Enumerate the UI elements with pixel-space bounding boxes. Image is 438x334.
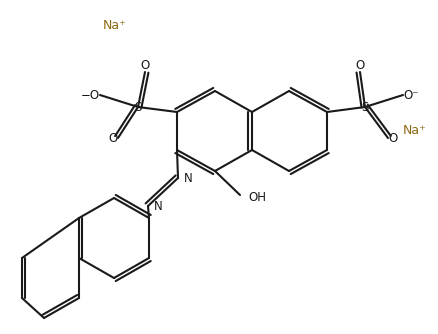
Text: O: O: [387, 132, 396, 145]
Text: Na⁺: Na⁺: [103, 18, 127, 31]
Text: O: O: [355, 59, 364, 72]
Text: O⁻: O⁻: [402, 89, 417, 102]
Text: −O: −O: [81, 89, 100, 102]
Text: N: N: [184, 171, 192, 184]
Text: S: S: [134, 101, 141, 114]
Text: OH: OH: [247, 190, 265, 203]
Text: Na⁺: Na⁺: [402, 124, 426, 137]
Text: O: O: [140, 59, 149, 72]
Text: S: S: [360, 101, 368, 114]
Text: N: N: [154, 199, 162, 212]
Text: O: O: [109, 132, 118, 145]
